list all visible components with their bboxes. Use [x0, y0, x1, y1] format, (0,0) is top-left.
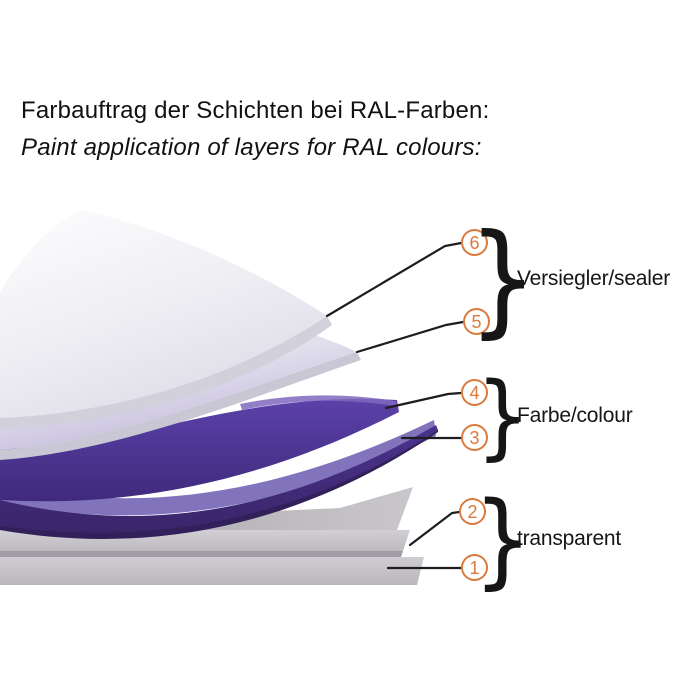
sealer-sheet-6	[0, 210, 332, 429]
callout-number: 4	[469, 382, 480, 403]
title-block: Farbauftrag der Schichten bei RAL-Farben…	[21, 92, 489, 166]
callout-circle-2: 2	[459, 498, 486, 525]
sealer-sheet-6-surface	[0, 210, 327, 418]
paint-sheet-3-body	[0, 425, 438, 535]
group-label-sealer: Versiegler/sealer	[517, 267, 671, 290]
paint-sheet-3-top-stripe	[0, 420, 436, 516]
callout-circle-3: 3	[461, 424, 488, 451]
leader-line-2	[408, 510, 461, 547]
callout-number: 5	[471, 311, 482, 332]
callout-circle-4: 4	[461, 379, 488, 406]
callout-circle-5: 5	[463, 308, 490, 335]
callout-circle-6: 6	[461, 229, 488, 256]
group-label-transparent: transparent	[517, 527, 622, 550]
layer-1-front	[0, 557, 424, 585]
title-german: Farbauftrag der Schichten bei RAL-Farben…	[21, 97, 490, 124]
callout-number: 6	[469, 232, 480, 253]
callout-number: 3	[469, 427, 480, 448]
leader-line-6	[325, 241, 463, 318]
sealer-sheet-6-edge	[0, 316, 332, 429]
paint-sheet-4-body	[0, 398, 399, 502]
callout-circle-1: 1	[461, 554, 488, 581]
layer-groove	[0, 551, 403, 557]
sealer-sheet-5-edge	[0, 352, 361, 460]
paint-sheet-3	[0, 420, 438, 539]
callout-number: 1	[469, 557, 480, 578]
leader-lines	[325, 241, 465, 570]
leader-line-5	[355, 320, 465, 354]
paint-sheet-4-rim-highlight	[240, 395, 397, 410]
leader-line-4	[384, 391, 463, 410]
callout-number: 2	[467, 501, 478, 522]
title-english: Paint application of layers for RAL colo…	[21, 134, 482, 161]
group-label-colour: Farbe/colour	[517, 404, 633, 427]
paint-sheet-4	[0, 395, 399, 502]
